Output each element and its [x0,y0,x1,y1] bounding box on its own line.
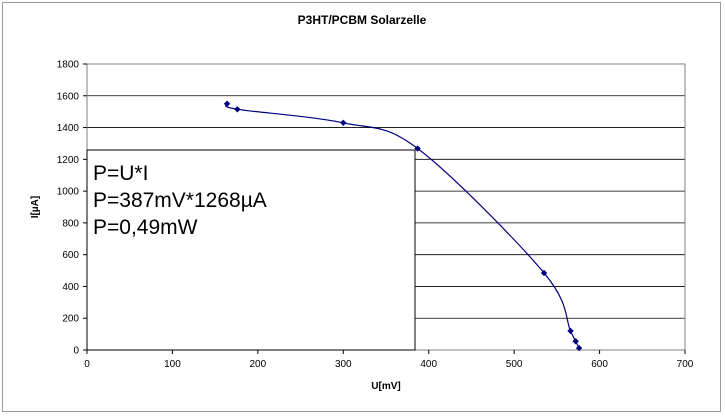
annotation-line-3: P=0,49mW [93,216,198,239]
x-tick-label: 500 [506,359,523,370]
x-tick-label: 200 [250,359,267,370]
data-point [540,269,548,277]
y-tick-label: 0 [73,346,79,357]
y-axis-label: I[µA] [30,196,41,218]
data-points [223,100,583,352]
y-tick-label: 1800 [57,60,80,71]
chart-title: P3HT/PCBM Solarzelle [298,13,427,27]
x-tick-label: 100 [164,359,181,370]
y-tick-label: 1000 [57,187,80,198]
data-point [575,344,583,352]
data-point [340,119,347,126]
x-tick-label: 300 [335,359,352,370]
annotation-line-1: P=U*I [93,162,148,185]
x-tick-label: 400 [420,359,437,370]
x-tick-label: 0 [84,359,90,370]
y-tick-label: 800 [62,218,79,229]
y-tick-label: 1600 [57,91,80,102]
annotation-background [86,149,416,351]
x-axis-label: U[mV] [371,381,400,392]
data-point [234,106,241,113]
y-tick-label: 1400 [57,123,80,134]
data-point [567,327,574,335]
y-tick-label: 200 [62,314,79,325]
annotation-box: P=U*I P=387mV*1268µA P=0,49mW [86,149,416,351]
x-tick-label: 600 [591,359,608,370]
data-point [223,100,231,107]
y-tick-label: 400 [62,282,79,293]
x-axis: 0 100 200 300 400 500 600 700 [84,350,694,370]
x-tick-label: 700 [677,359,694,370]
data-point [572,338,579,345]
y-axis: 0 200 400 600 800 1000 1200 1400 1600 1800 [57,60,87,357]
annotation-line-2: P=387mV*1268µA [93,189,267,212]
y-tick-label: 1200 [57,155,80,166]
y-tick-label: 600 [62,250,79,261]
data-point [414,145,421,152]
